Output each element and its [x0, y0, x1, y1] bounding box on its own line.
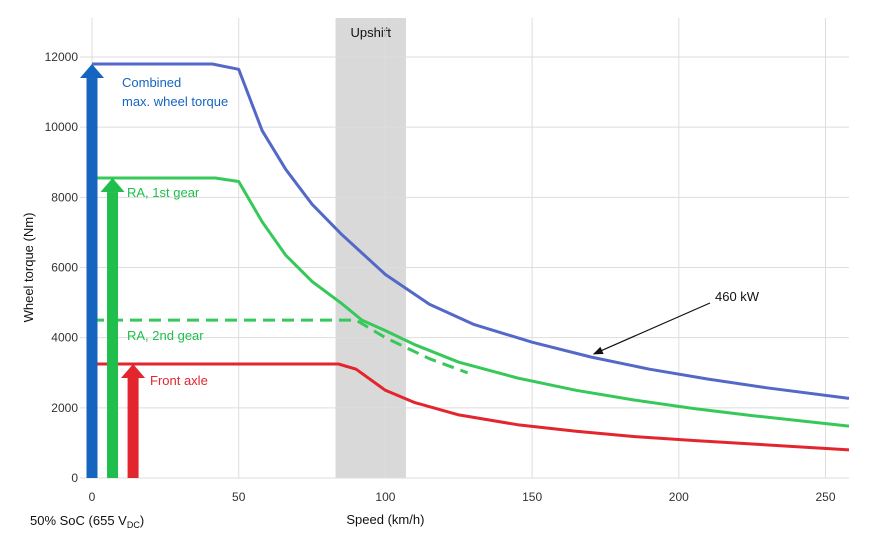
x-tick-label: 50 [232, 490, 246, 504]
y-tick-label: 4000 [51, 331, 78, 345]
upshift-region [335, 18, 406, 478]
series-line [92, 362, 850, 452]
x-axis-title: Speed (km/h) [346, 512, 424, 527]
combined-label-line1: Combined [122, 75, 181, 90]
series-line [92, 62, 850, 400]
y-tick-label: 6000 [51, 261, 78, 275]
front-axle-label: Front axle [150, 373, 208, 388]
arrow-head [100, 178, 125, 193]
y-tick-label: 8000 [51, 190, 78, 204]
x-tick-label: 200 [669, 490, 689, 504]
y-axis-title: Wheel torque (Nm) [21, 213, 36, 323]
grid [80, 18, 849, 479]
y-tick-label: 10000 [45, 120, 79, 134]
upshift-label: Upshift [351, 25, 392, 40]
arrow-head [121, 363, 146, 378]
series-line [92, 176, 850, 428]
power-annotation-arrow [592, 302, 711, 355]
arrow-head [80, 64, 104, 79]
y-tick-label: 0 [71, 471, 78, 485]
x-tick-label: 0 [89, 490, 96, 504]
arrow-shaft [86, 78, 98, 479]
series-line [92, 318, 469, 375]
footer-soc: 50% SoC (655 VDC) [30, 513, 144, 530]
series-lines [92, 62, 850, 452]
arrow-shaft [107, 192, 119, 478]
ra1-label: RA, 1st gear [127, 185, 200, 200]
torque-arrows [80, 64, 146, 479]
y-tick-label: 12000 [45, 50, 79, 64]
tick-labels: 0 2000 4000 6000 8000 10000 12000 0 50 100 150 200 2… [45, 50, 836, 504]
footer-soc-main: 50% SoC (655 V [30, 513, 127, 528]
power-label: 460 kW [715, 289, 760, 304]
y-tick-label: 2000 [51, 401, 78, 415]
footer-soc-end: ) [140, 513, 144, 528]
ra2-label: RA, 2nd gear [127, 328, 204, 343]
x-tick-label: 250 [816, 490, 836, 504]
x-tick-label: 100 [375, 490, 395, 504]
x-tick-label: 150 [522, 490, 542, 504]
footer-soc-sub: DC [127, 520, 140, 530]
arrow-shaft [127, 377, 139, 478]
combined-label-line2: max. wheel torque [122, 94, 228, 109]
